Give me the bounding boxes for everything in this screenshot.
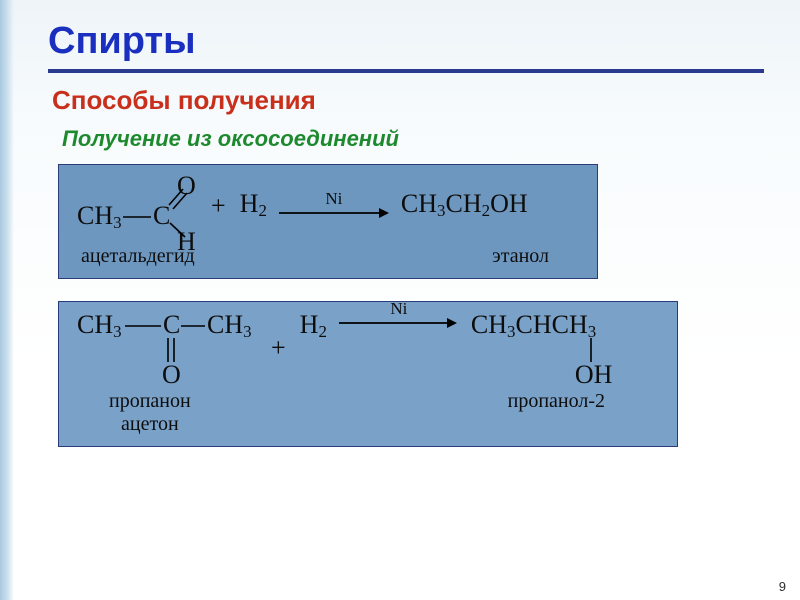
arrow-icon <box>339 316 459 330</box>
reaction-box-2: CH3 C CH3 O + H2 Ni <box>58 301 678 447</box>
slide-canvas: Спирты Способы получения Получение из ок… <box>0 0 800 600</box>
slide-title: Спирты <box>48 20 764 63</box>
ketone-bonds <box>77 312 257 386</box>
reaction-box-1: CH3 C O H + H2 Ni CH3CH <box>58 164 598 279</box>
title-underline <box>48 69 764 73</box>
propanol-2-label: пропанол-2 <box>508 390 605 436</box>
catalyst-label: Ni <box>339 300 459 317</box>
arrow-icon <box>279 206 389 220</box>
catalyst-label: Ni <box>279 190 389 207</box>
reaction-2-labels: пропанон ацетон пропанол-2 <box>77 390 659 436</box>
section-heading: Способы получения <box>52 85 764 116</box>
propanone-label: пропанон <box>109 390 191 412</box>
reaction-2-equation: CH3 C CH3 O + H2 Ni <box>77 312 659 384</box>
subsection-heading: Получение из оксосоединений <box>62 126 764 152</box>
plus-sign: + <box>209 193 228 219</box>
acetone-label: пропанон ацетон <box>109 390 191 436</box>
ethanol-label: этанол <box>492 245 549 268</box>
propanol-bond <box>471 312 631 386</box>
plus-sign: + <box>269 335 288 361</box>
acetaldehyde-structure: CH3 C O H <box>77 175 197 245</box>
ethanol-formula: CH3CH2OH <box>401 191 528 220</box>
slide-number: 9 <box>779 579 786 594</box>
acetone-label-alt: ацетон <box>121 413 179 435</box>
acetone-structure: CH3 C CH3 O <box>77 312 257 384</box>
reaction-arrow-1: Ni <box>279 192 389 220</box>
propanol-2-structure: CH3CHCH3 OH <box>471 312 631 384</box>
reaction-1-equation: CH3 C O H + H2 Ni CH3CH <box>77 175 579 237</box>
hydrogen-molecule: H2 <box>300 312 327 341</box>
hydrogen-molecule: H2 <box>240 191 267 220</box>
aldehyde-bonds <box>77 175 197 249</box>
reaction-arrow-2: Ni <box>339 302 459 330</box>
